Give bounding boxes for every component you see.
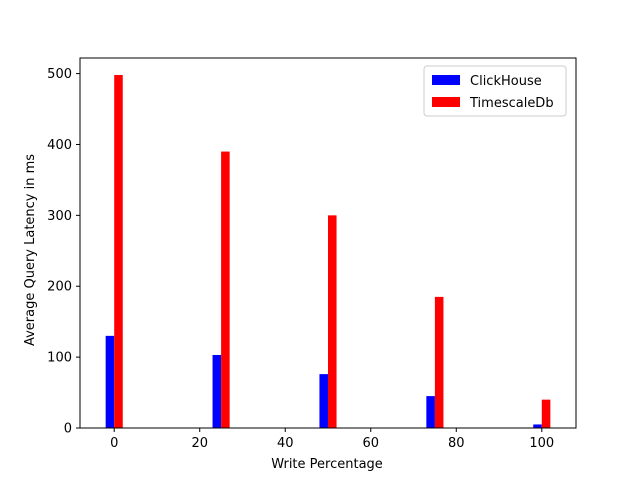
bar-timescaledb-100 [541, 399, 551, 428]
x-tick-label-40: 40 [277, 436, 294, 451]
bar-clickhouse-100 [533, 424, 542, 428]
bar-timescaledb-50 [328, 215, 337, 428]
x-tick-label-0: 0 [110, 436, 118, 451]
y-tick-label-400: 400 [47, 138, 72, 153]
x-tick-label-60: 60 [362, 436, 379, 451]
x-tick-label-100: 100 [529, 436, 554, 451]
y-tick-label-200: 200 [47, 280, 72, 295]
bar-timescaledb-0 [114, 75, 123, 428]
bar-clickhouse-25 [212, 354, 222, 428]
legend-swatch-timescaledb [432, 97, 460, 107]
bar-timescaledb-25 [221, 151, 230, 428]
plot-frame [79, 57, 577, 429]
y-tick-label-500: 500 [47, 67, 72, 82]
y-tick-label-300: 300 [47, 209, 72, 224]
y-axis-label: Average Query Latency in ms [23, 154, 38, 346]
legend-swatch-clickhouse [432, 75, 460, 85]
x-tick-label-80: 80 [448, 436, 465, 451]
legend-label-timescaledb: TimescaleDb [469, 96, 554, 111]
y-tick-label-0: 0 [64, 422, 72, 437]
y-tick-label-100: 100 [47, 351, 72, 366]
bar-clickhouse-50 [319, 374, 328, 428]
bar-clickhouse-75 [426, 396, 435, 428]
legend-label-clickhouse: ClickHouse [470, 74, 542, 89]
bar-timescaledb-75 [434, 296, 444, 428]
x-tick-label-20: 20 [191, 436, 208, 451]
x-axis-label: Write Percentage [271, 457, 383, 472]
bar-clickhouse-0 [105, 335, 115, 428]
